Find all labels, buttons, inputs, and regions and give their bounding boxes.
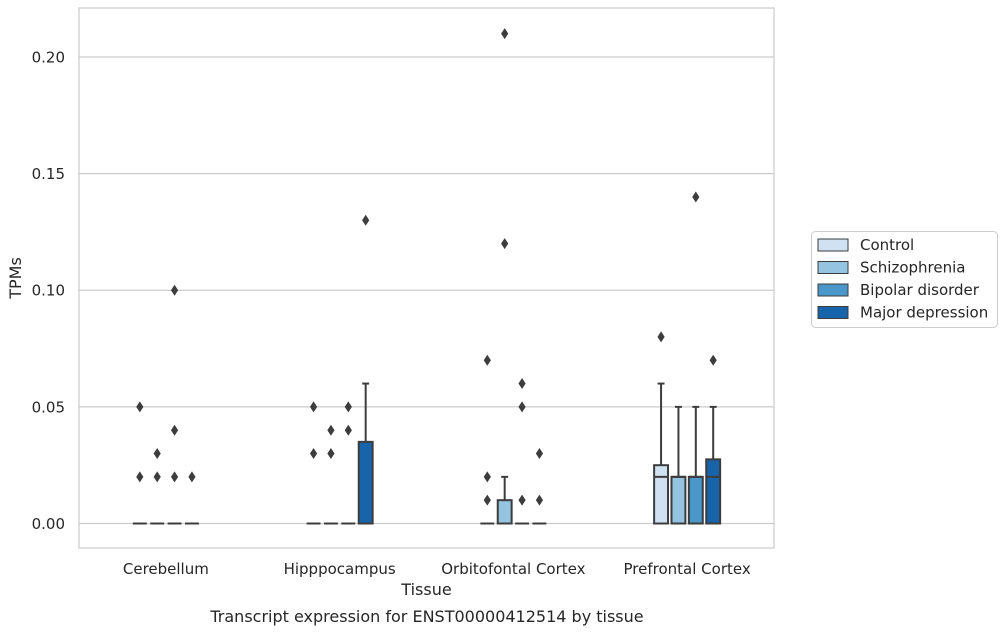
x-tick-label: Hipppocampus bbox=[284, 560, 396, 578]
box-body bbox=[496, 499, 513, 525]
y-tick-labels: 0.00 0.05 0.10 0.15 0.20 bbox=[32, 48, 65, 533]
y-axis-label: TPMs bbox=[6, 257, 25, 300]
legend-swatch bbox=[817, 306, 849, 319]
outlier-point bbox=[483, 494, 491, 506]
outlier-point bbox=[327, 424, 335, 436]
x-tick-label: Cerebellum bbox=[123, 560, 209, 578]
outlier-point bbox=[344, 401, 352, 413]
box-body bbox=[670, 475, 687, 525]
outlier-point bbox=[535, 448, 544, 460]
box-body bbox=[357, 440, 374, 525]
legend-label: Control bbox=[860, 236, 914, 254]
x-axis-label: Tissue bbox=[400, 580, 451, 599]
outlier-point bbox=[344, 424, 352, 436]
y-tick-label: 0.10 bbox=[32, 282, 65, 300]
outlier-point bbox=[501, 28, 509, 40]
outlier-point bbox=[136, 471, 144, 483]
y-tick-label: 0.05 bbox=[32, 398, 65, 416]
outlier-point bbox=[309, 401, 318, 413]
box-3-3 bbox=[705, 405, 722, 525]
boxes bbox=[132, 382, 722, 525]
box-body bbox=[687, 475, 704, 525]
outlier-point bbox=[153, 448, 161, 460]
legend-swatch bbox=[817, 283, 849, 297]
outlier-point bbox=[535, 494, 544, 506]
y-tick-label: 0.15 bbox=[32, 165, 65, 183]
outlier-point bbox=[483, 354, 491, 366]
box-body bbox=[653, 464, 670, 525]
legend-label: Major depression bbox=[860, 304, 988, 322]
outlier-point bbox=[362, 214, 370, 226]
x-tick-labels: Cerebellum Hipppocampus Orbitofontal Corte… bbox=[123, 560, 751, 578]
outlier-point bbox=[136, 401, 144, 413]
y-tick-label: 0.20 bbox=[32, 48, 65, 66]
box-3-0 bbox=[653, 382, 670, 525]
legend-label: Bipolar disorder bbox=[860, 281, 980, 299]
x-tick-label: Orbitofontal Cortex bbox=[441, 560, 585, 578]
gridlines bbox=[79, 56, 774, 525]
outlier-point bbox=[518, 378, 526, 390]
outlier-markers bbox=[136, 28, 717, 506]
box-3-1 bbox=[670, 405, 687, 525]
outlier-point bbox=[188, 471, 196, 483]
outlier-point bbox=[170, 471, 179, 483]
chart-title: Transcript expression for ENST0000041251… bbox=[209, 607, 643, 626]
outlier-point bbox=[309, 448, 318, 460]
box-1-3 bbox=[357, 382, 374, 525]
x-tick-label: Prefrontal Cortex bbox=[624, 560, 751, 578]
legend: Control Schizophrenia Bipolar disorder Majo… bbox=[811, 231, 998, 328]
outlier-point bbox=[518, 401, 526, 413]
outlier-point bbox=[327, 448, 335, 460]
y-tick-label: 0.00 bbox=[32, 515, 65, 533]
legend-swatch bbox=[817, 238, 849, 252]
outlier-point bbox=[709, 354, 717, 366]
legend-swatch bbox=[817, 261, 849, 274]
box-3-2 bbox=[687, 405, 704, 525]
plot-frame bbox=[78, 7, 775, 549]
outlier-point bbox=[153, 471, 161, 483]
outlier-point bbox=[518, 494, 526, 506]
box-body bbox=[705, 458, 722, 525]
legend-frame bbox=[811, 231, 998, 328]
outlier-point bbox=[170, 424, 179, 436]
legend-label: Schizophrenia bbox=[860, 259, 965, 277]
outlier-point bbox=[501, 238, 509, 250]
box-2-1 bbox=[496, 475, 513, 525]
outlier-point bbox=[657, 331, 665, 343]
outlier-point bbox=[170, 284, 179, 296]
outlier-point bbox=[692, 191, 700, 203]
outlier-point bbox=[483, 471, 491, 483]
